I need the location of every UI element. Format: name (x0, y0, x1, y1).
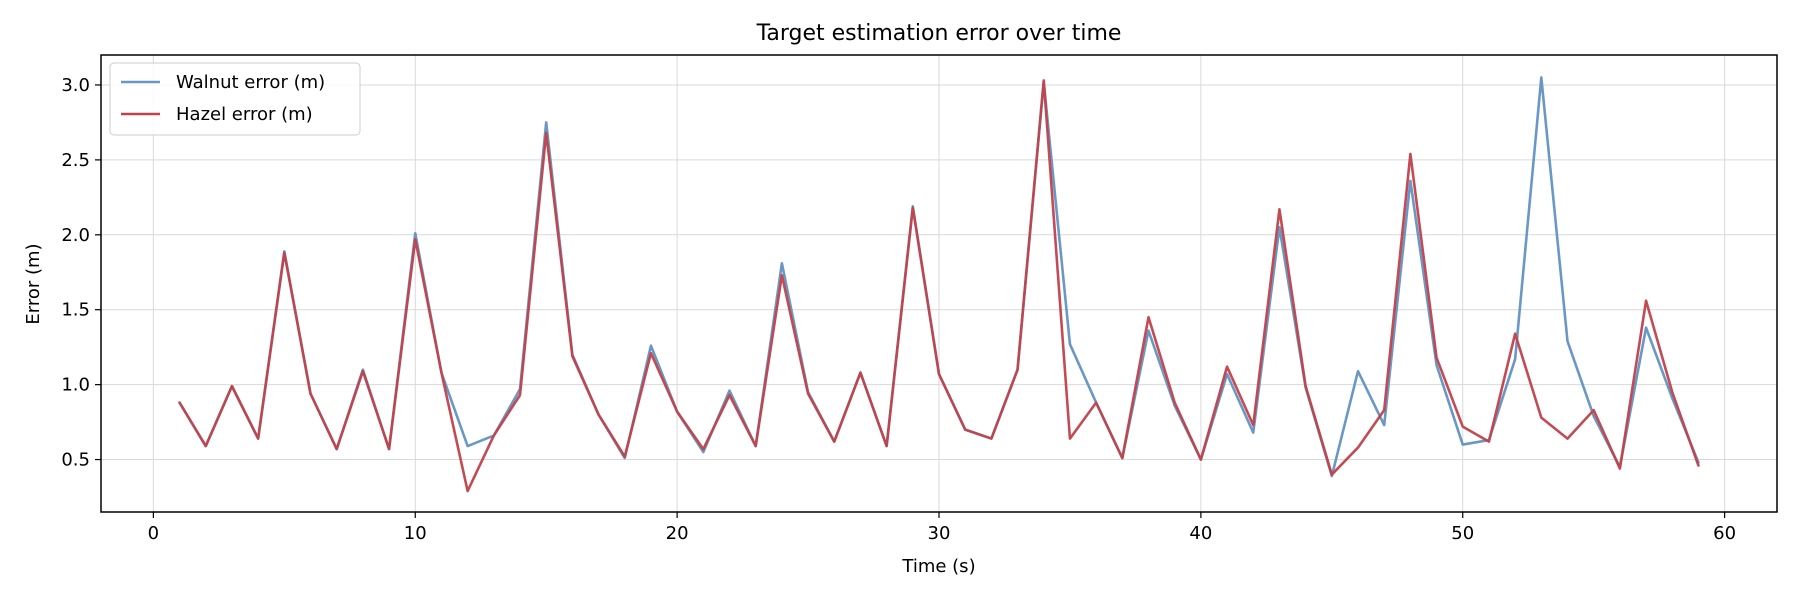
legend-label-1: Walnut error (m) (176, 72, 325, 93)
series-layer (178, 76, 1700, 493)
y-tick-label: 2.5 (61, 150, 90, 171)
y-axis: 0.5 1.0 1.5 2.0 2.5 3.0 (61, 75, 101, 471)
y-axis-title: Error (m) (23, 243, 44, 324)
legend: Walnut error (m) Hazel error (m) (109, 62, 361, 136)
series-line-2 (178, 79, 1700, 493)
y-tick-label: 1.5 (61, 300, 90, 321)
legend-label-2: Hazel error (m) (176, 104, 313, 125)
x-tick-label: 40 (1189, 523, 1212, 544)
x-tick-label: 10 (404, 523, 427, 544)
grid (101, 55, 1777, 512)
y-tick-label: 1.0 (61, 375, 90, 396)
x-tick-label: 0 (148, 523, 159, 544)
x-tick-label: 60 (1713, 523, 1736, 544)
chart-title: Target estimation error over time (756, 21, 1122, 46)
y-tick-label: 0.5 (61, 450, 90, 471)
x-tick-label: 20 (666, 523, 689, 544)
y-tick-label: 3.0 (61, 75, 90, 96)
x-tick-label: 50 (1451, 523, 1474, 544)
x-axis: 0 10 20 30 40 50 60 (148, 512, 1736, 544)
x-tick-label: 30 (928, 523, 951, 544)
y-tick-label: 2.0 (61, 225, 90, 246)
x-axis-title: Time (s) (901, 556, 975, 577)
legend-box (109, 62, 361, 136)
